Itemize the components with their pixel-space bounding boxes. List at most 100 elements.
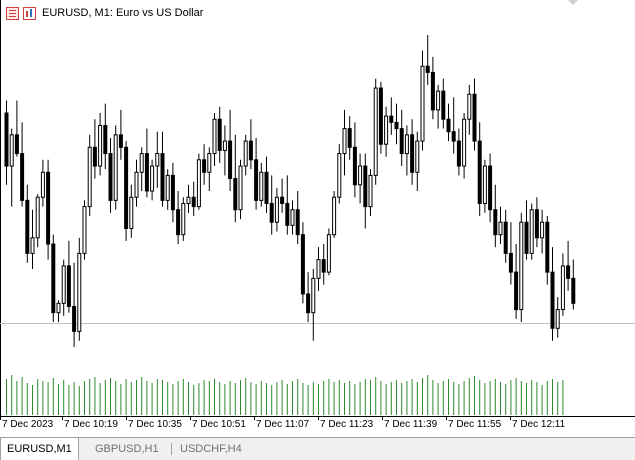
candle-body <box>181 202 186 236</box>
candle <box>306 272 311 323</box>
candle <box>342 109 347 176</box>
price-chart[interactable] <box>0 0 635 437</box>
candlestick-icon[interactable] <box>23 6 36 20</box>
candle-body <box>441 90 446 120</box>
time-axis: 7 Dec 2023 7 Dec 10:19 7 Dec 10:35 7 Dec 10… <box>0 416 635 436</box>
candle <box>66 240 71 313</box>
candle <box>165 169 170 210</box>
candle <box>316 247 321 291</box>
chart-window-icon[interactable] <box>6 6 19 20</box>
candle-body <box>4 112 9 167</box>
candle <box>332 191 337 238</box>
candle <box>467 84 472 135</box>
candle <box>462 113 467 179</box>
candle-body <box>529 209 534 254</box>
candle-body <box>545 221 550 273</box>
candle <box>326 228 331 276</box>
candle-body <box>51 243 56 314</box>
candle-body <box>248 140 253 161</box>
time-tick-label: 7 Dec 10:51 <box>192 419 246 430</box>
candle-body <box>311 277 316 314</box>
candle-body <box>150 165 155 192</box>
tab-usdchf-h4[interactable]: USDCHF,H4 <box>174 438 254 460</box>
time-tick-label: 7 Dec 11:55 <box>448 419 502 430</box>
time-tick-label: 7 Dec 10:35 <box>128 419 182 430</box>
candle-body <box>254 159 259 201</box>
candle <box>493 184 498 248</box>
candle-body <box>321 259 326 273</box>
candle-body <box>92 146 97 167</box>
candle-body <box>477 140 482 204</box>
candle-body <box>540 221 545 239</box>
candle-body <box>274 196 279 223</box>
candle <box>61 259 66 316</box>
candle <box>248 119 253 170</box>
candle-body <box>35 196 40 239</box>
candle-body <box>571 277 576 304</box>
candle-body <box>139 153 144 173</box>
candle <box>550 247 555 341</box>
candle-body <box>207 153 212 173</box>
candle-body <box>384 115 389 145</box>
chart-shift-icon[interactable] <box>568 0 578 5</box>
candle-body <box>337 153 342 198</box>
candle-body <box>347 128 352 148</box>
candle-body <box>436 90 441 111</box>
candle <box>56 300 61 323</box>
candle-body <box>534 209 539 239</box>
candle-body <box>488 165 493 211</box>
tab-label: USDCHF,H4 <box>180 443 242 455</box>
candle <box>394 103 399 145</box>
candle <box>233 134 238 223</box>
candle-body <box>196 159 201 208</box>
candle <box>451 97 456 154</box>
candle-body <box>404 134 409 155</box>
candle <box>430 56 435 120</box>
candle <box>295 191 300 245</box>
candle <box>399 109 404 167</box>
candle <box>170 162 175 223</box>
candle-body <box>155 153 160 167</box>
chart-area[interactable]: EURUSD, M1: Euro vs US Dollar 7 Dec 2023… <box>0 0 635 437</box>
candle-body <box>124 146 129 229</box>
candle <box>118 109 123 160</box>
candle-body <box>368 174 373 208</box>
candle <box>259 162 264 207</box>
candle <box>92 119 97 179</box>
candle <box>540 209 545 254</box>
candle-body <box>389 115 394 123</box>
candle <box>35 194 40 248</box>
candle <box>30 209 35 269</box>
candle-body <box>160 153 165 201</box>
candle-body <box>269 202 274 223</box>
candle <box>222 125 227 176</box>
candle-body <box>550 271 555 329</box>
tab-gbpusd-h1[interactable]: GBPUSD,H1 <box>89 438 169 460</box>
candle-body <box>233 178 238 211</box>
candle-body <box>9 134 14 167</box>
candle-body <box>285 202 290 226</box>
candle-body <box>306 293 311 314</box>
candle <box>243 134 248 176</box>
tab-eurusd-m1[interactable]: EURUSD,M1 <box>0 438 79 460</box>
candle-body <box>170 174 175 211</box>
candle-body <box>514 271 519 311</box>
candle <box>238 159 243 220</box>
candle <box>321 244 326 285</box>
candle-body <box>566 265 571 279</box>
candle <box>46 159 51 260</box>
candle <box>514 244 519 319</box>
time-tick-label: 7 Dec 11:39 <box>384 419 438 430</box>
candle <box>202 144 207 185</box>
candle <box>160 131 165 207</box>
candle <box>87 134 92 216</box>
candle <box>9 128 14 207</box>
candle <box>363 153 368 229</box>
candle <box>441 78 446 129</box>
candle <box>545 215 550 285</box>
candle <box>290 200 295 235</box>
candle-body <box>410 134 415 173</box>
candle <box>14 100 19 157</box>
chart-title: EURUSD, M1: Euro vs US Dollar <box>42 7 204 19</box>
candle-body <box>186 196 191 204</box>
